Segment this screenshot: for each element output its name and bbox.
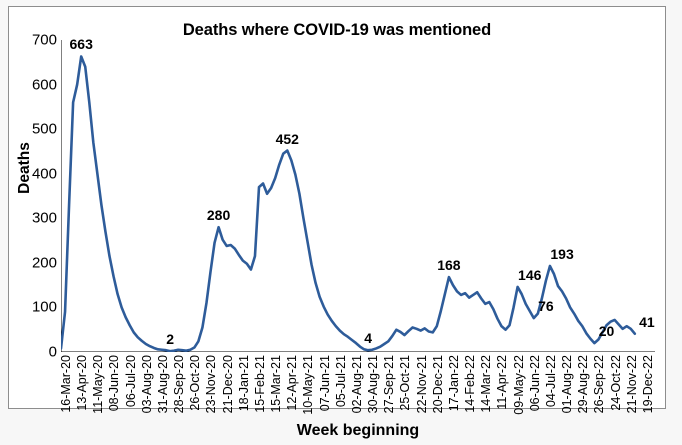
- x-tick-label: 13-Apr-20: [75, 355, 90, 411]
- x-tick-label: 14-Feb-22: [463, 355, 478, 413]
- x-tick-label: 18-Jan-21: [236, 355, 251, 412]
- data-point-label: 4: [364, 330, 372, 347]
- y-axis-title: Deaths: [16, 142, 33, 194]
- data-point-label: 663: [69, 36, 93, 53]
- x-tick-label: 08-Jun-20: [107, 355, 122, 412]
- y-tick-label: 700: [31, 31, 57, 49]
- x-tick-label: 01-Aug-22: [560, 355, 575, 414]
- x-tick-label: 29-Aug-22: [576, 355, 591, 414]
- x-tick-label: 15-Feb-21: [252, 355, 267, 413]
- y-tick-label: 0: [48, 343, 57, 361]
- x-tick-label: 07-Jun-21: [317, 355, 332, 412]
- y-tick-label: 500: [31, 120, 57, 138]
- data-point-label: 280: [206, 207, 231, 224]
- x-tick-label: 28-Sep-20: [172, 355, 187, 414]
- x-tick-label: 06-Jul-20: [123, 355, 138, 408]
- y-axis: 0 100 200 300 400 500 600 700: [9, 32, 57, 361]
- deaths-series-line: [61, 55, 637, 352]
- data-point-label: 168: [437, 257, 461, 274]
- plot-area: 663 2 280 452 4 168 146 76 193 20 41: [61, 36, 655, 352]
- y-tick-label: 300: [31, 209, 57, 227]
- x-tick-label: 23-Nov-20: [204, 355, 219, 414]
- x-tick-label: 10-May-21: [301, 355, 316, 415]
- x-tick-label: 26-Oct-20: [188, 355, 203, 411]
- line-chart-svg: [61, 40, 655, 352]
- x-tick-label: 31-Aug-20: [155, 355, 170, 414]
- x-tick-label: 22-Nov-21: [414, 355, 429, 414]
- x-tick-label: 26-Sep-22: [592, 355, 607, 414]
- data-point-label: 76: [538, 298, 554, 315]
- x-tick-label: 09-May-22: [511, 355, 526, 415]
- axis-ticks: [61, 40, 643, 352]
- x-tick-label: 21-Dec-20: [220, 355, 235, 414]
- data-point-label: 193: [550, 245, 574, 262]
- x-tick-label: 27-Sep-21: [382, 355, 397, 414]
- y-tick-label: 200: [31, 254, 57, 272]
- data-point-label: 146: [518, 266, 542, 283]
- data-point-label: 2: [166, 331, 174, 348]
- data-point-label: 41: [639, 313, 655, 330]
- y-tick-label: 100: [31, 298, 57, 316]
- x-tick-label: 11-May-20: [91, 355, 106, 414]
- x-tick-label: 25-Oct-21: [398, 355, 413, 411]
- x-tick-label: 24-Oct-22: [608, 355, 623, 411]
- x-tick-label: 12-Apr-21: [285, 355, 300, 411]
- x-tick-label: 11-Apr-22: [495, 355, 510, 410]
- x-tick-label: 04-Jul-22: [543, 355, 558, 408]
- x-tick-label: 15-Mar-21: [269, 355, 284, 413]
- y-tick-label: 400: [31, 165, 57, 183]
- chart-container: Deaths where COVID-19 was mentioned 0 100…: [8, 6, 666, 439]
- x-axis-title: Week beginning: [296, 422, 420, 439]
- x-axis: 16-Mar-20 13-Apr-20 11-May-20 08-Jun-20 06-J…: [59, 355, 655, 415]
- x-tick-label: 20-Dec-21: [430, 355, 445, 414]
- x-tick-label: 06-Jun-22: [527, 355, 542, 412]
- x-tick-label: 30-Aug-21: [366, 355, 381, 414]
- x-tick-label: 21-Nov-22: [624, 355, 639, 414]
- x-tick-label: 14-Mar-22: [479, 355, 494, 413]
- x-tick-label: 03-Aug-20: [139, 355, 154, 414]
- data-point-label: 452: [275, 130, 299, 147]
- data-point-label: 20: [598, 323, 615, 340]
- y-tick-label: 600: [31, 76, 57, 94]
- x-tick-label: 17-Jan-22: [446, 355, 461, 412]
- chart-title: Deaths where COVID-19 was mentioned: [182, 21, 492, 39]
- x-tick-label: 16-Mar-20: [59, 355, 73, 413]
- axis-lines: [61, 40, 655, 352]
- x-tick-label: 19-Dec-22: [640, 355, 655, 414]
- x-tick-label: 05-Jul-21: [333, 355, 348, 408]
- x-tick-label: 02-Aug-21: [349, 355, 364, 414]
